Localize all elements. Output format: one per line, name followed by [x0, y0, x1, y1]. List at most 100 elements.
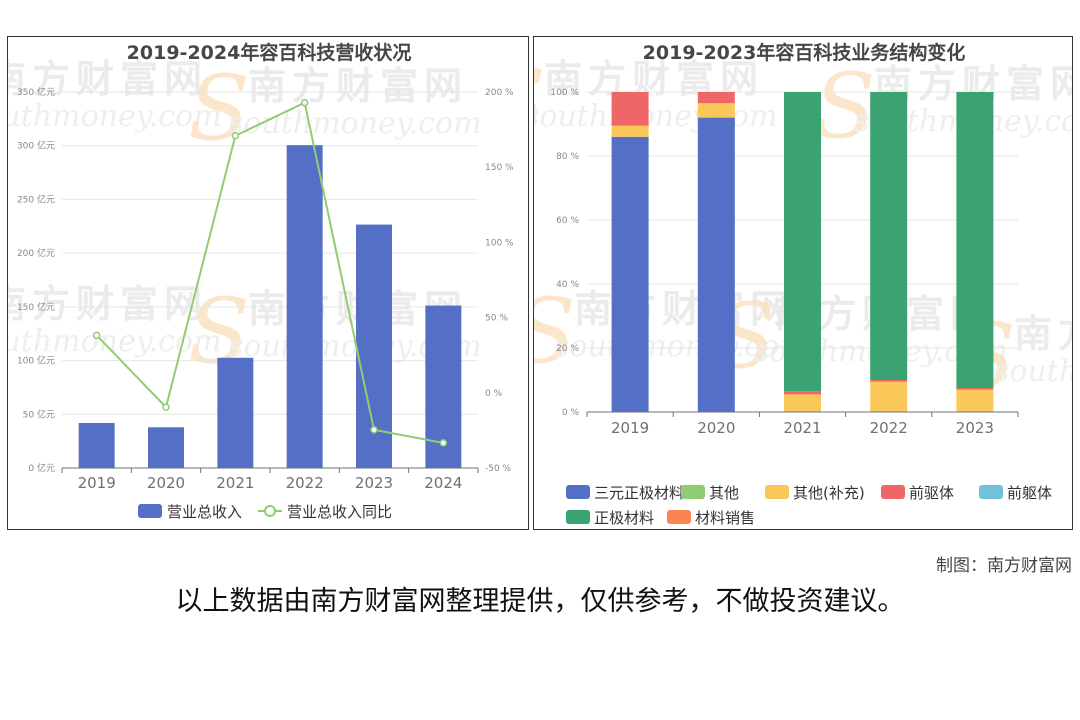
revenue-chart: S南方财富网southmoney.comS南方财富网southmoney.com…	[8, 41, 514, 521]
legend-label-yoy[interactable]: 营业总收入同比	[287, 503, 392, 521]
point-revenue-yoy	[231, 132, 240, 140]
x-tick-label: 2024	[424, 474, 462, 492]
legend-label[interactable]: 三元正极材料	[594, 484, 684, 502]
y-left-tick-label: 150 亿元	[17, 301, 55, 313]
svg-text:南方财富网: 南方财富网	[248, 64, 468, 108]
y-right-tick-label: -50 %	[485, 464, 512, 474]
svg-text:S: S	[534, 49, 546, 154]
point-revenue-yoy	[439, 439, 448, 447]
business-structure-chart: S南方财富网southmoney.comS南方财富网southmoney.com…	[534, 41, 1073, 527]
line-revenue-yoy	[95, 101, 444, 444]
x-tick-label: 2023	[956, 419, 994, 437]
y-left-tick-label: 300 亿元	[17, 140, 55, 152]
svg-text:southmoney.com: southmoney.com	[228, 106, 482, 141]
legend-swatch	[566, 485, 590, 499]
x-tick-label: 2022	[870, 419, 908, 437]
bar-segment-其他(补充)	[697, 103, 735, 118]
y-left-tick-label: 50 亿元	[23, 408, 55, 420]
bar-revenue	[78, 422, 115, 468]
svg-text:S: S	[188, 56, 250, 161]
y-tick-label: 60 %	[556, 216, 579, 226]
legend-label[interactable]: 其他(补充)	[793, 484, 865, 502]
bar-segment-其他(补充)	[870, 381, 908, 412]
x-tick-label: 2020	[147, 474, 185, 492]
legend[interactable]: 营业总收入 营业总收入同比	[138, 503, 392, 521]
business-structure-chart-panel: S南方财富网southmoney.comS南方财富网southmoney.com…	[533, 36, 1073, 530]
legend-label[interactable]: 前躯体	[1007, 484, 1052, 502]
bar-segment-前驱体	[697, 92, 735, 104]
bar-revenue	[217, 357, 254, 468]
revenue-chart-panel: S南方财富网southmoney.comS南方财富网southmoney.com…	[7, 36, 529, 530]
bar-segment-其他(补充)	[784, 394, 821, 412]
svg-text:S: S	[814, 54, 876, 159]
y-left-tick-label: 350 亿元	[17, 86, 55, 98]
chart-title: 2019-2024年容百科技营收状况	[127, 41, 412, 64]
legend-label[interactable]: 材料销售	[695, 509, 755, 527]
bar-segment-正极材料	[784, 92, 821, 392]
x-tick-label: 2021	[216, 474, 254, 492]
legend-swatch-revenue	[138, 504, 162, 518]
y-tick-label: 40 %	[556, 280, 579, 290]
disclaimer-text: 以上数据由南方财富网整理提供，仅供参考，不做投资建议。	[175, 586, 905, 617]
legend-swatch	[979, 485, 1003, 499]
point-revenue-yoy	[162, 403, 170, 411]
point-revenue-yoy	[92, 331, 101, 340]
x-tick-label: 2021	[783, 419, 821, 437]
bar-segment-其他(补充)	[956, 389, 994, 412]
bar-segment-前驱体	[870, 380, 908, 382]
x-tick-label: 2023	[355, 474, 393, 492]
bar-segment-前驱体	[956, 388, 994, 390]
legend-label[interactable]: 其他	[709, 484, 739, 502]
x-tick-label: 2019	[78, 474, 116, 492]
x-tick-label: 2022	[286, 474, 324, 492]
legend-label[interactable]: 正极材料	[594, 509, 654, 527]
point-revenue-yoy	[370, 426, 378, 434]
svg-text:南方财富网: 南方财富网	[8, 282, 208, 326]
y-right-tick-label: 0 %	[485, 389, 503, 399]
y-left-tick-label: 0 亿元	[28, 462, 55, 474]
point-revenue-yoy	[300, 98, 309, 107]
legend-swatch	[566, 510, 590, 524]
y-right-tick-label: 150 %	[485, 163, 514, 173]
svg-text:southmoney.com: southmoney.com	[534, 99, 778, 134]
legend-swatch	[681, 485, 705, 499]
chart-title: 2019-2023年容百科技业务结构变化	[643, 41, 966, 64]
svg-text:南方财富网: 南方财富网	[8, 57, 208, 101]
y-right-tick-label: 200 %	[485, 88, 514, 98]
bar-segment-三元正极材料	[611, 136, 649, 413]
legend-label-revenue[interactable]: 营业总收入	[167, 503, 242, 521]
legend-swatch	[765, 485, 789, 499]
y-left-tick-label: 250 亿元	[17, 193, 55, 205]
bar-segment-其他(补充)	[611, 125, 649, 137]
grid-lines	[62, 91, 478, 469]
legend-swatch	[667, 510, 691, 524]
x-tick-label: 2020	[697, 419, 735, 437]
bar-revenue	[148, 427, 184, 468]
bar-segment-正极材料	[956, 92, 994, 388]
legend-swatch	[881, 485, 905, 499]
bar-segment-前驱体	[784, 391, 821, 395]
x-tick-label: 2019	[611, 419, 649, 437]
y-tick-label: 0 %	[562, 408, 580, 418]
svg-text:南方财富网: 南方财富网	[1014, 312, 1073, 356]
legend-swatch-yoy-marker	[264, 505, 276, 517]
legend-label[interactable]: 前驱体	[909, 484, 954, 502]
svg-text:S: S	[534, 279, 576, 384]
bar-revenue	[286, 145, 323, 469]
svg-text:southmoney.com: southmoney.com	[8, 99, 222, 134]
y-left-tick-label: 100 亿元	[17, 355, 55, 367]
y-tick-label: 20 %	[556, 344, 579, 354]
y-tick-label: 80 %	[556, 152, 579, 162]
bar-segment-前驱体	[611, 92, 649, 126]
bar-segment-三元正极材料	[697, 117, 735, 412]
bar-segment-正极材料	[870, 92, 908, 380]
y-right-tick-label: 100 %	[485, 238, 514, 248]
y-tick-label: 100 %	[550, 88, 579, 98]
y-right-tick-label: 50 %	[485, 314, 508, 324]
